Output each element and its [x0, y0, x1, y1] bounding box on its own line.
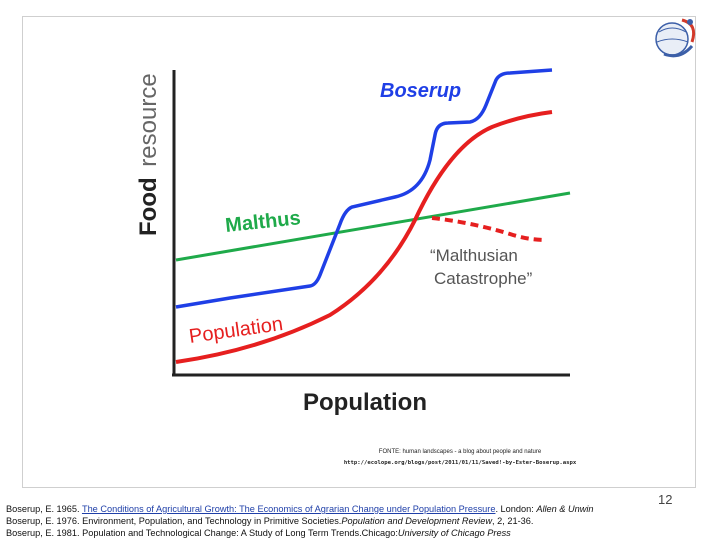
reference-3-text: Boserup, E. 1981. Population and Technol…: [6, 528, 398, 538]
malthus-label: Malthus: [224, 207, 301, 237]
boserup-label: Boserup: [380, 80, 461, 102]
catastrophe-dashed-line: [431, 216, 547, 242]
reference-3: Boserup, E. 1981. Population and Technol…: [6, 527, 714, 539]
slide-frame: [22, 16, 696, 488]
reference-1: Boserup, E. 1965. The Conditions of Agri…: [6, 503, 714, 515]
catastrophe-label: “Malthusian Catastrophe”: [430, 246, 533, 288]
reference-2-text: Boserup, E. 1976. Environment, Populatio…: [6, 516, 342, 526]
y-axis-label-light: resource: [135, 73, 162, 166]
reference-2-rest: , 2, 21-36.: [492, 516, 534, 526]
reference-2-journal: Population and Development Review: [341, 516, 493, 526]
reference-3-publisher: University of Chicago Press: [397, 528, 511, 538]
logo-icon: [655, 18, 696, 58]
figure-credit: FONTE: human landscapes - a blog about p…: [250, 447, 670, 469]
population-label: Population: [188, 313, 285, 348]
catastrophe-label-line1: “Malthusian: [430, 246, 518, 265]
reference-1-publisher: Allen & Unwin: [536, 504, 594, 514]
y-axis-label: Food resource: [135, 73, 162, 236]
boserup-curve: [175, 68, 553, 309]
reference-1-link[interactable]: The Conditions of Agricultural Growth: T…: [81, 504, 496, 514]
malthus-line: [175, 191, 571, 262]
reference-2: Boserup, E. 1976. Environment, Populatio…: [6, 515, 714, 527]
population-curve: [175, 110, 553, 364]
references: Boserup, E. 1965. The Conditions of Agri…: [6, 503, 714, 539]
page-number: 12: [658, 492, 673, 507]
catastrophe-label-line2: Catastrophe”: [434, 269, 533, 288]
diagram-figure: Food resource Population Malthus Boserup…: [135, 68, 571, 416]
credit-source: FONTE: human landscapes - a blog about p…: [378, 449, 542, 455]
credit-url[interactable]: http://ecolope.org/blogs/post/2011/01/11…: [343, 460, 577, 466]
reference-1-middle: . London:: [495, 504, 534, 514]
reference-1-prefix: Boserup, E. 1965.: [6, 504, 80, 514]
x-axis-label: Population: [303, 389, 427, 416]
y-axis-label-bold: Food: [135, 177, 162, 236]
